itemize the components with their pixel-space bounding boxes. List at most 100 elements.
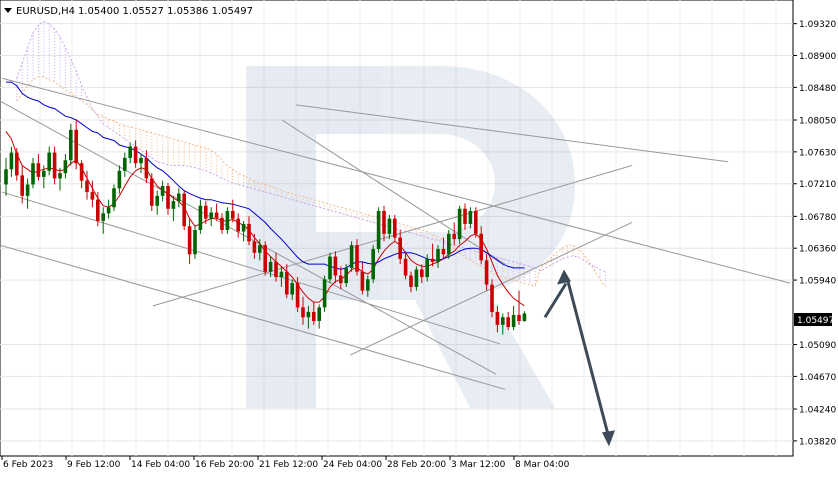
candle-body bbox=[371, 248, 375, 280]
candle-body bbox=[522, 313, 527, 322]
candle-body bbox=[506, 317, 510, 328]
candle-body bbox=[490, 284, 494, 312]
candle-body bbox=[349, 245, 354, 268]
candle-body bbox=[495, 311, 500, 325]
header-symbol: EURUSD,H4 bbox=[16, 6, 75, 17]
candle-body bbox=[268, 261, 273, 272]
trend-line bbox=[0, 244, 506, 390]
candle-body bbox=[285, 271, 289, 295]
y-tick-label: 1.07630 bbox=[799, 148, 836, 158]
candle-body bbox=[144, 157, 149, 179]
candle-body bbox=[198, 205, 203, 230]
candle-body bbox=[187, 226, 192, 255]
candle-body bbox=[225, 211, 230, 230]
candle-body bbox=[166, 186, 170, 209]
candle-body bbox=[484, 260, 489, 285]
candle-body bbox=[409, 275, 413, 287]
candle-body bbox=[241, 223, 246, 232]
candle-body bbox=[182, 193, 186, 227]
candle-body bbox=[312, 311, 316, 322]
candle-body bbox=[25, 184, 30, 196]
trend-line bbox=[281, 119, 506, 265]
x-tick-label: 3 Mar 12:00 bbox=[451, 460, 506, 470]
candle-body bbox=[322, 279, 327, 308]
header-ohlc: 1.05400 1.05527 1.05386 1.05497 bbox=[78, 6, 253, 17]
candle-body bbox=[430, 258, 435, 262]
candle-body bbox=[501, 317, 505, 325]
x-tick-label: 6 Feb 2023 bbox=[3, 460, 53, 470]
candle-body bbox=[96, 199, 100, 221]
candle-body bbox=[15, 152, 19, 176]
trend-line bbox=[152, 165, 633, 307]
trend-line bbox=[295, 104, 729, 163]
arrow-head-icon bbox=[602, 430, 615, 447]
candle-body bbox=[74, 129, 78, 164]
candle-body bbox=[252, 241, 257, 253]
candle-body bbox=[517, 314, 521, 322]
trend-line bbox=[1, 191, 501, 345]
dropdown-triangle-icon[interactable] bbox=[4, 8, 12, 13]
y-tick-label: 1.08900 bbox=[799, 52, 836, 62]
x-tick-label: 24 Feb 04:00 bbox=[323, 460, 382, 470]
candle-body bbox=[425, 258, 429, 278]
candle-body bbox=[420, 269, 424, 278]
candle-body bbox=[468, 211, 473, 224]
candle-body bbox=[333, 256, 338, 276]
cloud-span-b bbox=[16, 76, 606, 288]
candle-body bbox=[214, 212, 219, 218]
x-tick-label: 16 Feb 20:00 bbox=[195, 460, 254, 470]
candle-body bbox=[36, 163, 41, 177]
candle-body bbox=[414, 269, 419, 287]
y-tick-label: 1.05940 bbox=[799, 277, 836, 287]
candle-body bbox=[123, 157, 127, 171]
candle-body bbox=[344, 267, 348, 284]
y-tick-label: 1.06360 bbox=[799, 245, 836, 255]
candle-body bbox=[177, 193, 181, 202]
current-price-marker: 1.05497 bbox=[794, 313, 834, 326]
candle-body bbox=[274, 261, 278, 278]
candle-body bbox=[85, 180, 89, 193]
candle-body bbox=[295, 283, 300, 308]
candles bbox=[4, 120, 527, 335]
candle-body bbox=[4, 169, 8, 185]
plot-frame bbox=[0, 0, 794, 457]
candle-body bbox=[236, 218, 240, 232]
candle-body bbox=[155, 195, 159, 206]
candle-body bbox=[360, 271, 365, 291]
candle-body bbox=[328, 256, 332, 280]
chart-header: EURUSD,H4 1.05400 1.05527 1.05386 1.0549… bbox=[4, 6, 253, 17]
candle-body bbox=[90, 192, 95, 200]
y-axis: 1.09320 1.08900 1.08480 1.08050 1.07630 1.072… bbox=[793, 20, 836, 447]
x-axis: 6 Feb 2023 9 Feb 12:00 14 Feb 04:00 16 Feb … bbox=[1, 456, 570, 470]
candle-body bbox=[355, 245, 359, 272]
y-tick-label: 1.06780 bbox=[799, 213, 836, 223]
candle-body bbox=[79, 163, 84, 181]
candle-body bbox=[398, 237, 402, 259]
projection-down-arrow bbox=[566, 281, 610, 435]
candle-body bbox=[9, 152, 14, 170]
arrow-head-icon bbox=[557, 269, 571, 285]
candle-body bbox=[301, 307, 305, 318]
candle-body bbox=[42, 170, 46, 177]
candle-body bbox=[452, 233, 456, 240]
projection-up-arrow bbox=[543, 282, 568, 319]
candle-body bbox=[306, 311, 311, 318]
candle-body bbox=[128, 146, 132, 158]
candle-body bbox=[247, 223, 251, 242]
candle-body bbox=[393, 218, 397, 238]
candle-body bbox=[441, 248, 446, 255]
x-tick-label: 8 Mar 04:00 bbox=[515, 460, 570, 470]
candle-body bbox=[511, 314, 516, 328]
x-tick-label: 21 Feb 12:00 bbox=[259, 460, 318, 470]
candle-body bbox=[231, 211, 235, 219]
candle-body bbox=[47, 152, 51, 171]
candle-body bbox=[63, 160, 68, 174]
x-tick-label: 14 Feb 04:00 bbox=[131, 460, 190, 470]
candle-body bbox=[290, 283, 294, 295]
trend-line bbox=[1, 77, 791, 284]
candle-body bbox=[403, 258, 408, 276]
candle-body bbox=[317, 307, 321, 322]
candle-body bbox=[58, 173, 62, 179]
x-tick-label: 28 Feb 20:00 bbox=[387, 460, 446, 470]
candle-body bbox=[474, 211, 478, 234]
